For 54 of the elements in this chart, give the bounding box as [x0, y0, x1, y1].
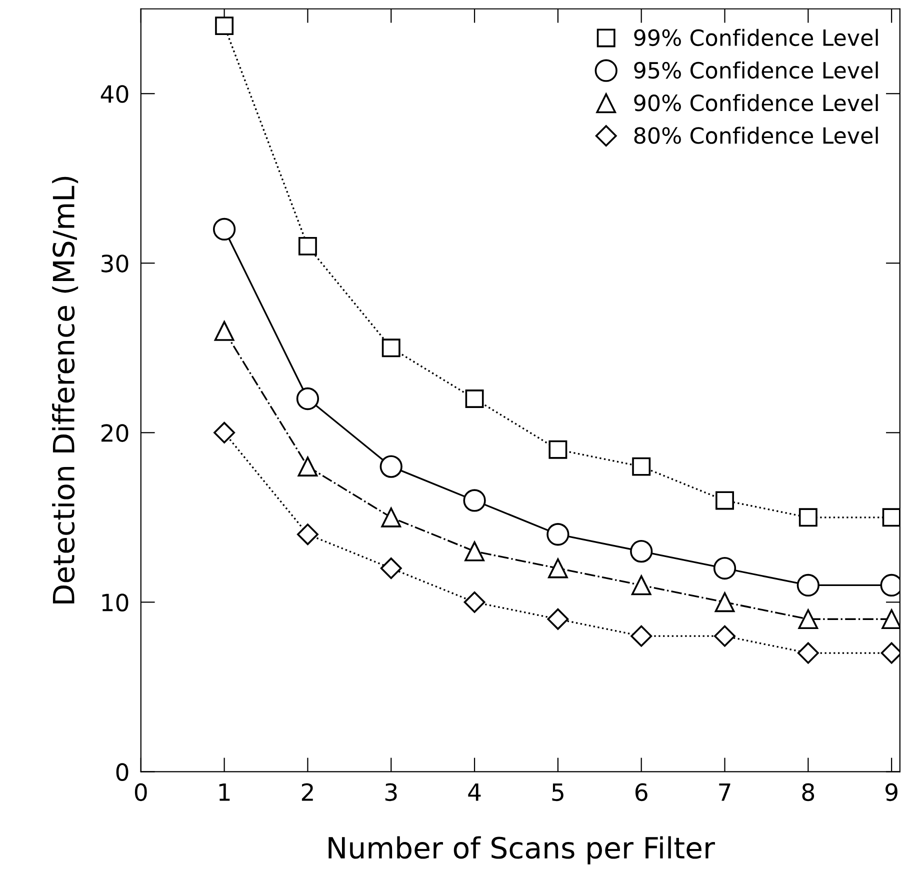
x-tick-label: 3: [385, 783, 397, 802]
x-axis-title: Number of Scans per Filter: [328, 836, 715, 864]
point: [214, 321, 234, 341]
point: [547, 608, 569, 630]
point: [631, 575, 652, 596]
point: [215, 16, 234, 36]
y-axis-title: Detection Difference (MS/mL): [52, 176, 78, 604]
point: [716, 491, 734, 510]
point: [381, 507, 402, 528]
y-tick-label: 10: [102, 594, 128, 612]
point: [463, 489, 486, 512]
point: [714, 592, 735, 612]
point: [464, 591, 486, 613]
point: [798, 609, 818, 630]
x-tick-label: 7: [719, 784, 730, 801]
y-tick-label: 20: [101, 424, 128, 442]
point: [380, 558, 402, 579]
legend-label: 99% Confidence Level: [634, 28, 878, 46]
point: [298, 236, 317, 256]
x-tick-label: 1: [219, 784, 230, 801]
x-tick-label: 0: [134, 783, 147, 802]
point: [548, 558, 568, 578]
x-tick-label: 8: [802, 783, 814, 802]
point: [212, 218, 236, 241]
point: [298, 456, 318, 476]
point: [382, 338, 400, 358]
point: [882, 508, 900, 527]
point: [713, 556, 736, 580]
x-tick-label: 5: [552, 784, 564, 802]
point: [632, 457, 651, 476]
x-tick-label: 9: [886, 783, 898, 802]
y-tick-label: 0: [116, 763, 128, 781]
legend-label: 90% Confidence Level: [634, 94, 878, 112]
point: [380, 455, 402, 478]
point: [214, 422, 236, 444]
y-tick-label: 30: [102, 254, 128, 272]
x-tick-label: 4: [468, 784, 481, 801]
point: [548, 440, 568, 459]
point: [296, 524, 318, 546]
point: [296, 387, 320, 410]
point: [797, 642, 819, 664]
point: [630, 540, 653, 563]
point: [798, 508, 818, 527]
legend-label: 80% Confidence Level: [634, 126, 878, 144]
x-tick-label: 2: [302, 783, 313, 801]
point: [796, 574, 820, 597]
point: [546, 523, 570, 546]
legend-label: 95% Confidence Level: [634, 61, 878, 79]
point: [464, 541, 484, 562]
point: [630, 625, 652, 647]
y-tick-label: 40: [100, 85, 128, 103]
x-tick-label: 6: [635, 783, 648, 802]
point: [714, 625, 736, 647]
point: [465, 390, 484, 408]
